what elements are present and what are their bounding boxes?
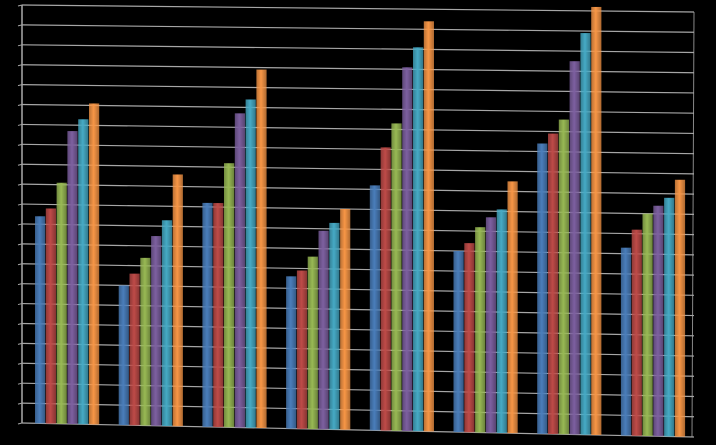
bar — [318, 230, 329, 430]
tick-mark — [17, 402, 23, 405]
bar — [89, 103, 100, 425]
tick-mark — [17, 4, 23, 7]
tick-mark — [17, 123, 23, 126]
bar — [402, 67, 413, 432]
tick-mark — [17, 243, 23, 246]
bar — [485, 217, 497, 433]
bar — [537, 143, 548, 434]
bar — [413, 47, 424, 432]
bar — [45, 208, 56, 424]
bar — [496, 209, 507, 433]
tick-mark — [17, 44, 23, 47]
tick-mark — [17, 263, 23, 266]
tick-mark — [17, 84, 23, 87]
tick-mark — [17, 342, 23, 345]
bar — [369, 185, 380, 431]
bar — [296, 270, 308, 429]
bar — [507, 181, 518, 434]
bar — [35, 216, 46, 424]
bar — [548, 133, 559, 435]
bar — [307, 256, 318, 430]
tick-mark — [17, 382, 23, 385]
tick-mark — [17, 24, 23, 27]
tick-mark — [17, 64, 23, 67]
bar — [664, 197, 675, 437]
tick-mark — [17, 143, 23, 146]
bar — [423, 21, 434, 432]
right-edge — [691, 11, 695, 438]
tick-mark — [17, 362, 23, 365]
bar — [172, 174, 183, 427]
bar — [329, 222, 340, 430]
grid-line — [21, 24, 695, 33]
tick-mark — [17, 303, 23, 306]
bar — [464, 243, 475, 433]
bar — [380, 147, 391, 431]
bar — [558, 119, 569, 435]
bar — [391, 123, 402, 431]
tick-mark — [17, 163, 23, 166]
bar — [591, 6, 602, 435]
tick-mark — [17, 203, 23, 206]
tick-mark — [17, 223, 23, 226]
tick-mark — [17, 104, 23, 107]
tick-mark — [17, 322, 23, 325]
bar — [56, 182, 67, 424]
bar — [140, 257, 151, 426]
bar — [475, 227, 486, 433]
bar — [642, 213, 653, 437]
bar — [234, 113, 245, 428]
bar — [580, 33, 591, 435]
bar — [129, 273, 140, 426]
bar — [340, 209, 351, 430]
bar — [620, 247, 632, 436]
bar — [202, 202, 213, 427]
bar — [67, 131, 78, 425]
bar — [118, 285, 129, 426]
bar — [78, 119, 89, 425]
bar — [151, 236, 162, 426]
bar — [453, 251, 464, 433]
bar — [569, 61, 580, 435]
bar — [256, 69, 267, 428]
bar — [245, 99, 256, 428]
bar — [213, 203, 224, 428]
bar — [161, 220, 173, 427]
bar — [674, 179, 686, 437]
bar — [653, 205, 664, 437]
grid-line — [21, 4, 695, 13]
bar — [286, 276, 297, 429]
bar — [631, 229, 642, 436]
tick-mark — [17, 422, 23, 425]
tick-mark — [17, 283, 23, 286]
bar — [224, 163, 235, 428]
tick-mark — [17, 183, 23, 186]
